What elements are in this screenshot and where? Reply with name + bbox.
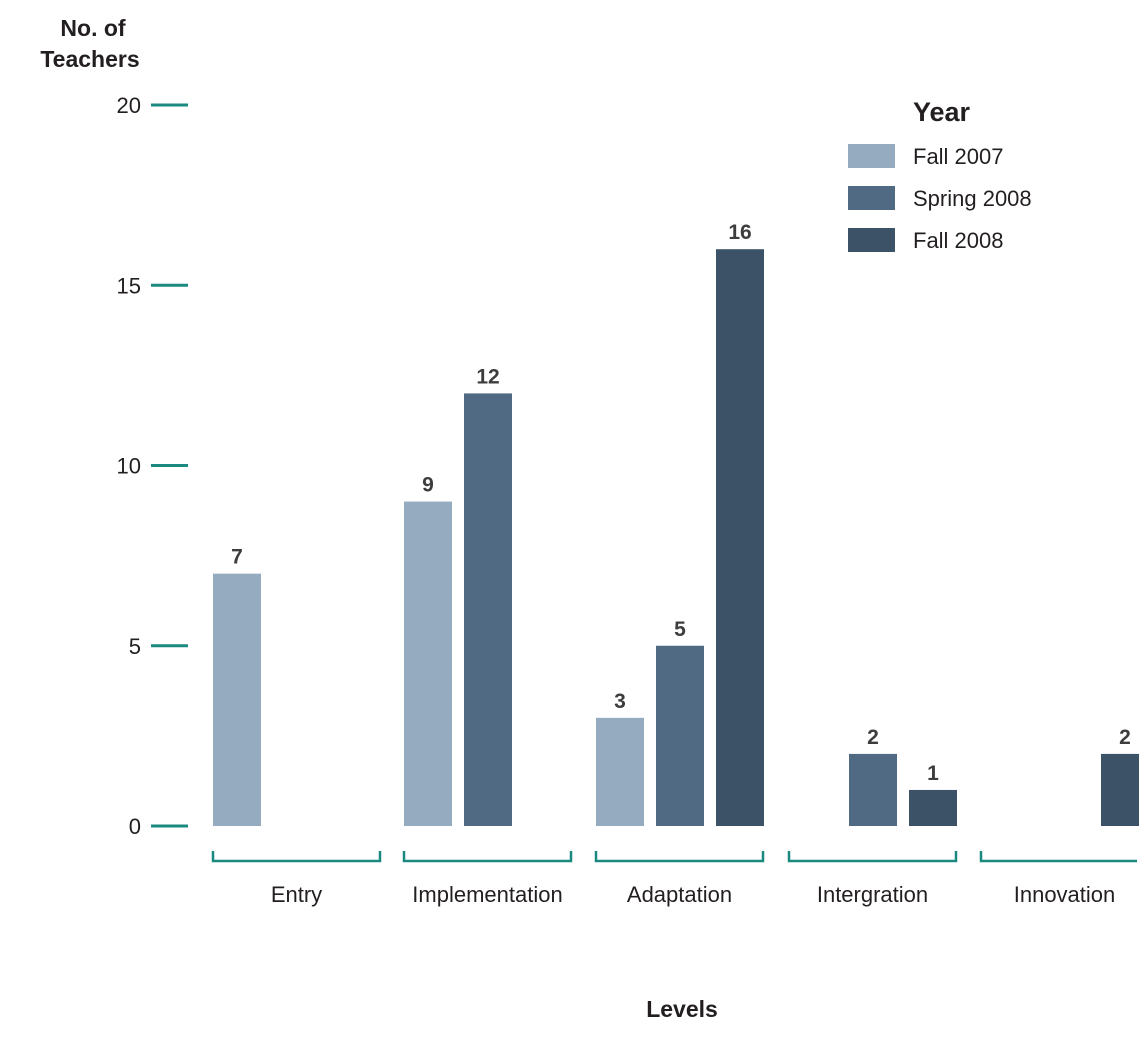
category-label: Innovation xyxy=(1014,882,1116,907)
bar xyxy=(464,393,512,826)
bar xyxy=(404,502,452,826)
bar-value-label: 3 xyxy=(614,690,626,713)
legend-swatch xyxy=(848,144,895,168)
bar-value-label: 12 xyxy=(476,365,499,388)
category-label: Adaptation xyxy=(627,882,732,907)
legend: Year Fall 2007 Spring 2008 Fall 2008 xyxy=(848,97,1032,253)
bar-value-label: 2 xyxy=(867,726,879,749)
category-bracket xyxy=(213,851,380,861)
y-tick-label: 10 xyxy=(117,454,141,479)
category-bracket xyxy=(596,851,763,861)
category-bracket xyxy=(981,851,1137,861)
bar xyxy=(656,646,704,826)
category-label: Entry xyxy=(271,882,322,907)
legend-swatch xyxy=(848,186,895,210)
bar xyxy=(849,754,897,826)
x-axis: Entry Implementation Adaptation Intergratio… xyxy=(213,851,1137,907)
y-axis: 0 5 10 15 20 xyxy=(117,93,188,839)
y-tick-label: 20 xyxy=(117,93,141,118)
bar-value-label: 7 xyxy=(231,546,243,569)
y-tick-label: 5 xyxy=(129,634,141,659)
legend-swatch xyxy=(848,228,895,252)
legend-label: Spring 2008 xyxy=(913,186,1032,211)
category-bracket xyxy=(404,851,571,861)
category-label: Intergration xyxy=(817,882,928,907)
bar xyxy=(909,790,957,826)
legend-label: Fall 2008 xyxy=(913,228,1004,253)
bar-value-label: 1 xyxy=(927,762,939,785)
bar-value-label: 9 xyxy=(422,474,434,497)
bar-value-label: 2 xyxy=(1119,726,1131,749)
category-label: Implementation xyxy=(412,882,562,907)
legend-title: Year xyxy=(913,97,971,127)
y-tick-label: 0 xyxy=(129,814,141,839)
legend-label: Fall 2007 xyxy=(913,144,1004,169)
bar-value-label: 5 xyxy=(674,618,686,641)
y-tick-label: 15 xyxy=(117,273,141,298)
bar xyxy=(1101,754,1139,826)
y-axis-title: No. of Teachers xyxy=(40,15,139,72)
bar xyxy=(716,249,764,826)
category-bracket xyxy=(789,851,956,861)
bar-value-label: 16 xyxy=(728,221,751,244)
bar xyxy=(596,718,644,826)
y-axis-title-line-1: No. of xyxy=(60,15,125,41)
x-axis-title: Levels xyxy=(646,996,718,1022)
y-axis-title-line-2: Teachers xyxy=(40,46,139,72)
bar xyxy=(213,574,261,826)
